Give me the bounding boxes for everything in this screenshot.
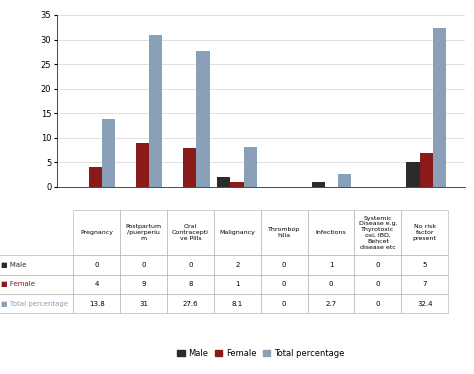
Bar [149,35,163,187]
Bar [230,182,244,187]
Bar [419,153,433,187]
Legend: Male, Female, Total percentage: Male, Female, Total percentage [174,346,347,361]
Bar [89,167,102,187]
Bar [312,182,325,187]
Bar [406,162,419,187]
Bar [196,51,210,187]
Bar [244,147,257,187]
Bar [183,148,196,187]
Bar [433,28,446,187]
Bar [217,177,230,187]
Bar [102,119,115,187]
Bar [338,174,351,187]
Bar [136,143,149,187]
